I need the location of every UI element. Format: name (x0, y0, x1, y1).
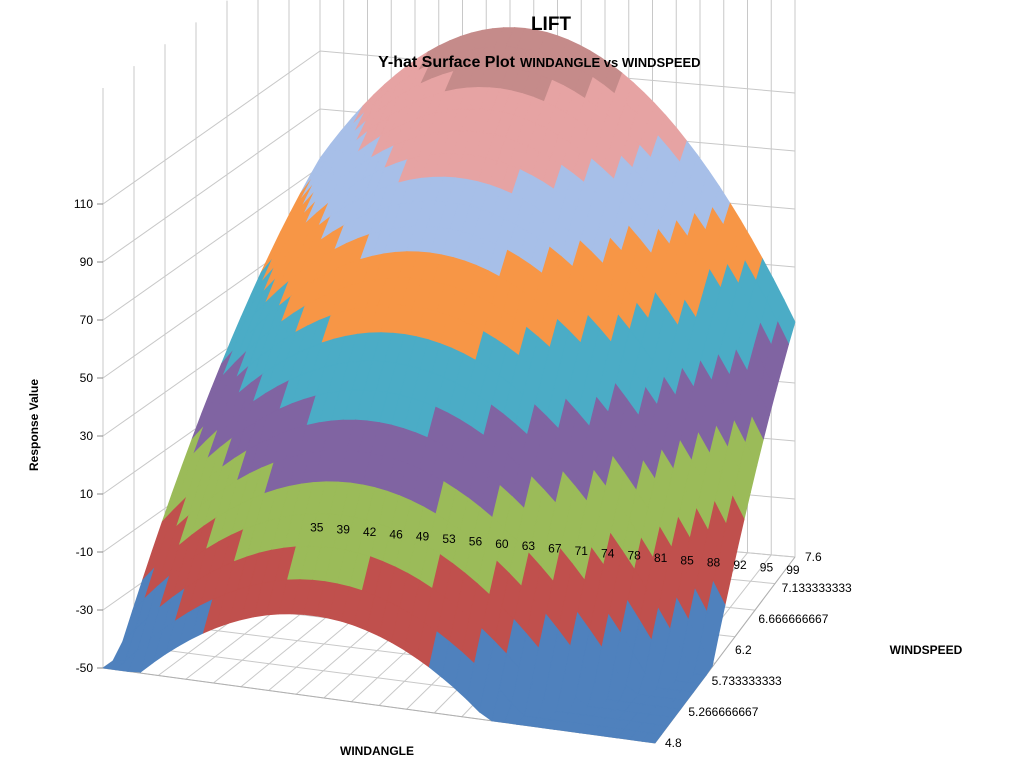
z-tick-label: -30 (76, 603, 94, 617)
x-axis-label: WINDANGLE (340, 744, 414, 758)
z-tick-label: 110 (74, 197, 93, 211)
chart-title: LIFT (531, 14, 571, 35)
x-tick-label: 42 (363, 525, 377, 539)
z-tick-label: 10 (80, 487, 94, 501)
x-tick-label: 99 (786, 563, 800, 577)
x-tick-label: 95 (760, 560, 774, 574)
z-tick-label: 70 (80, 313, 94, 327)
chart-subtitle-detail: WINDANGLE vs WINDSPEED (520, 55, 701, 70)
depth-tick-label: 6.666666667 (758, 612, 828, 626)
x-tick-label: 46 (389, 527, 403, 541)
x-tick-label: 56 (469, 534, 483, 548)
z-tick-label: -10 (76, 545, 94, 559)
depth-tick-label: 7.133333333 (782, 581, 852, 595)
x-tick-label: 63 (522, 539, 536, 553)
surface-cell (641, 732, 663, 744)
depth-tick-label: 5.266666667 (688, 705, 758, 719)
z-tick-label: 50 (80, 371, 94, 385)
x-tick-label: 85 (680, 553, 694, 567)
z-tick-label: -50 (76, 661, 94, 675)
tick-labels: -50 -30 -10 10 30 50 70 90 110 35 39 42 46 49 53 56 60 63… (74, 197, 852, 750)
chart-subtitle-main: Y-hat Surface Plot (378, 54, 516, 71)
depth-tick-label: 5.733333333 (712, 674, 782, 688)
z-tick-label: 30 (80, 429, 94, 443)
x-tick-label: 35 (310, 520, 324, 534)
x-tick-label: 60 (495, 537, 509, 551)
x-tick-label: 67 (548, 542, 562, 556)
x-tick-label: 71 (575, 544, 589, 558)
x-tick-label: 49 (416, 530, 430, 544)
y-axis-label: Response Value (27, 379, 41, 471)
x-tick-label: 92 (733, 558, 747, 572)
x-tick-label: 78 (628, 549, 642, 563)
depth-tick-label: 7.6 (805, 550, 822, 564)
depth-tick-label: 4.8 (665, 736, 682, 750)
depth-tick-label: 6.2 (735, 643, 752, 657)
x-tick-label: 39 (337, 523, 351, 537)
x-tick-label: 53 (442, 532, 456, 546)
x-tick-label: 81 (654, 551, 668, 565)
z-tick-label: 90 (80, 255, 94, 269)
depth-axis-label: WINDSPEED (890, 643, 963, 657)
surface-plot (101, 27, 796, 744)
x-tick-label: 88 (707, 556, 721, 570)
x-tick-label: 74 (601, 546, 615, 560)
z-gridline (102, 50, 796, 205)
